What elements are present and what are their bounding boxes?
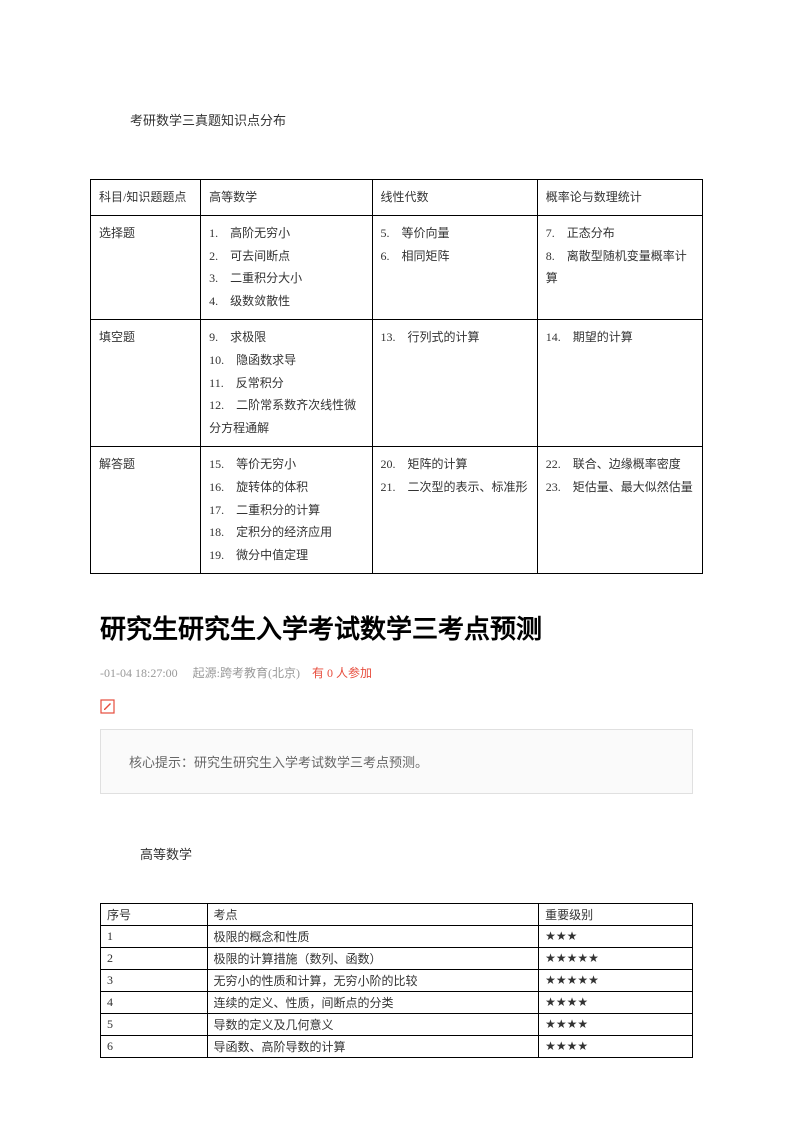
page-title: 考研数学三真题知识点分布 <box>130 110 703 129</box>
list-item: 23. 矩估量、最大似然估量 <box>546 476 694 499</box>
th-probability: 概率论与数理统计 <box>537 180 702 216</box>
cell: 20. 矩阵的计算21. 二次型的表示、标准形 <box>372 446 537 573</box>
row-label: 选择题 <box>91 215 201 319</box>
cell-no: 6 <box>101 1035 208 1057</box>
points-header-row: 序号 考点 重要级别 <box>101 903 693 925</box>
cell-point: 导数的定义及几何意义 <box>207 1013 539 1035</box>
list-item: 1. 高阶无穷小 <box>209 222 363 245</box>
list-item: 4. 级数敛散性 <box>209 290 363 313</box>
knowledge-table: 科目/知识题题点 高等数学 线性代数 概率论与数理统计 选择题1. 高阶无穷小2… <box>90 179 703 574</box>
table-row: 4连续的定义、性质，间断点的分类★★★★ <box>101 991 693 1013</box>
cell: 9. 求极限10. 隐函数求导11. 反常积分12. 二阶常系数齐次线性微分方程… <box>201 319 372 446</box>
cell-stars: ★★★★★ <box>539 947 693 969</box>
cell-stars: ★★★★ <box>539 1013 693 1035</box>
cell-point: 无穷小的性质和计算，无穷小阶的比较 <box>207 969 539 991</box>
list-item: 16. 旋转体的体积 <box>209 476 363 499</box>
article-title: 研究生研究生入学考试数学三考点预测 <box>100 609 703 646</box>
meta-source-label: 起源: <box>193 666 220 680</box>
table-row: 2极限的计算措施（数列、函数）★★★★★ <box>101 947 693 969</box>
cell-point: 极限的概念和性质 <box>207 925 539 947</box>
cell-no: 4 <box>101 991 208 1013</box>
list-item: 11. 反常积分 <box>209 372 363 395</box>
cell-stars: ★★★★ <box>539 991 693 1013</box>
list-item: 21. 二次型的表示、标准形 <box>381 476 529 499</box>
cell-point: 极限的计算措施（数列、函数） <box>207 947 539 969</box>
pth-level: 重要级别 <box>539 903 693 925</box>
table-row: 6导函数、高阶导数的计算★★★★ <box>101 1035 693 1057</box>
cell-no: 5 <box>101 1013 208 1035</box>
th-subject: 科目/知识题题点 <box>91 180 201 216</box>
list-item: 6. 相同矩阵 <box>381 245 529 268</box>
table-row: 选择题1. 高阶无穷小2. 可去间断点3. 二重积分大小4. 级数敛散性5. 等… <box>91 215 703 319</box>
meta-source: 跨考教育(北京) <box>220 666 300 680</box>
cell-no: 3 <box>101 969 208 991</box>
cell: 13. 行列式的计算 <box>372 319 537 446</box>
list-item: 18. 定积分的经济应用 <box>209 521 363 544</box>
list-item: 22. 联合、边缘概率密度 <box>546 453 694 476</box>
th-adv-math: 高等数学 <box>201 180 372 216</box>
cell-point: 连续的定义、性质，间断点的分类 <box>207 991 539 1013</box>
hint-box: 核心提示：研究生研究生入学考试数学三考点预测。 <box>100 729 693 794</box>
list-item: 15. 等价无穷小 <box>209 453 363 476</box>
pth-point: 考点 <box>207 903 539 925</box>
table-header-row: 科目/知识题题点 高等数学 线性代数 概率论与数理统计 <box>91 180 703 216</box>
list-item: 10. 隐函数求导 <box>209 349 363 372</box>
cell-no: 2 <box>101 947 208 969</box>
section-header: 高等数学 <box>140 844 703 863</box>
cell-stars: ★★★★★ <box>539 969 693 991</box>
pth-no: 序号 <box>101 903 208 925</box>
cell: 7. 正态分布8. 离散型随机变量概率计算 <box>537 215 702 319</box>
list-item: 20. 矩阵的计算 <box>381 453 529 476</box>
cell-stars: ★★★★ <box>539 1035 693 1057</box>
meta-participants[interactable]: 有 0 人参加 <box>312 666 372 680</box>
cell-no: 1 <box>101 925 208 947</box>
list-item: 13. 行列式的计算 <box>381 326 529 349</box>
meta-line: -01-04 18:27:00 起源:跨考教育(北京) 有 0 人参加 <box>100 664 703 681</box>
hint-text: 核心提示：研究生研究生入学考试数学三考点预测。 <box>129 755 428 770</box>
meta-date: -01-04 18:27:00 <box>100 666 178 680</box>
list-item: 7. 正态分布 <box>546 222 694 245</box>
list-item: 19. 微分中值定理 <box>209 544 363 567</box>
table-row: 1极限的概念和性质★★★ <box>101 925 693 947</box>
table-row: 3无穷小的性质和计算，无穷小阶的比较★★★★★ <box>101 969 693 991</box>
list-item: 14. 期望的计算 <box>546 326 694 349</box>
table-row: 填空题9. 求极限10. 隐函数求导11. 反常积分12. 二阶常系数齐次线性微… <box>91 319 703 446</box>
list-item: 3. 二重积分大小 <box>209 267 363 290</box>
list-item: 8. 离散型随机变量概率计算 <box>546 245 694 291</box>
cell: 22. 联合、边缘概率密度23. 矩估量、最大似然估量 <box>537 446 702 573</box>
list-item: 17. 二重积分的计算 <box>209 499 363 522</box>
cell-point: 导函数、高阶导数的计算 <box>207 1035 539 1057</box>
cell: 14. 期望的计算 <box>537 319 702 446</box>
cell: 5. 等价向量6. 相同矩阵 <box>372 215 537 319</box>
cell: 15. 等价无穷小16. 旋转体的体积17. 二重积分的计算18. 定积分的经济… <box>201 446 372 573</box>
th-linear-algebra: 线性代数 <box>372 180 537 216</box>
edit-icon[interactable] <box>100 699 115 714</box>
points-table: 序号 考点 重要级别 1极限的概念和性质★★★2极限的计算措施（数列、函数）★★… <box>100 903 693 1058</box>
list-item: 12. 二阶常系数齐次线性微分方程通解 <box>209 394 363 440</box>
list-item: 5. 等价向量 <box>381 222 529 245</box>
list-item: 9. 求极限 <box>209 326 363 349</box>
cell-stars: ★★★ <box>539 925 693 947</box>
row-label: 填空题 <box>91 319 201 446</box>
row-label: 解答题 <box>91 446 201 573</box>
list-item: 2. 可去间断点 <box>209 245 363 268</box>
cell: 1. 高阶无穷小2. 可去间断点3. 二重积分大小4. 级数敛散性 <box>201 215 372 319</box>
table-row: 5导数的定义及几何意义★★★★ <box>101 1013 693 1035</box>
table-row: 解答题15. 等价无穷小16. 旋转体的体积17. 二重积分的计算18. 定积分… <box>91 446 703 573</box>
